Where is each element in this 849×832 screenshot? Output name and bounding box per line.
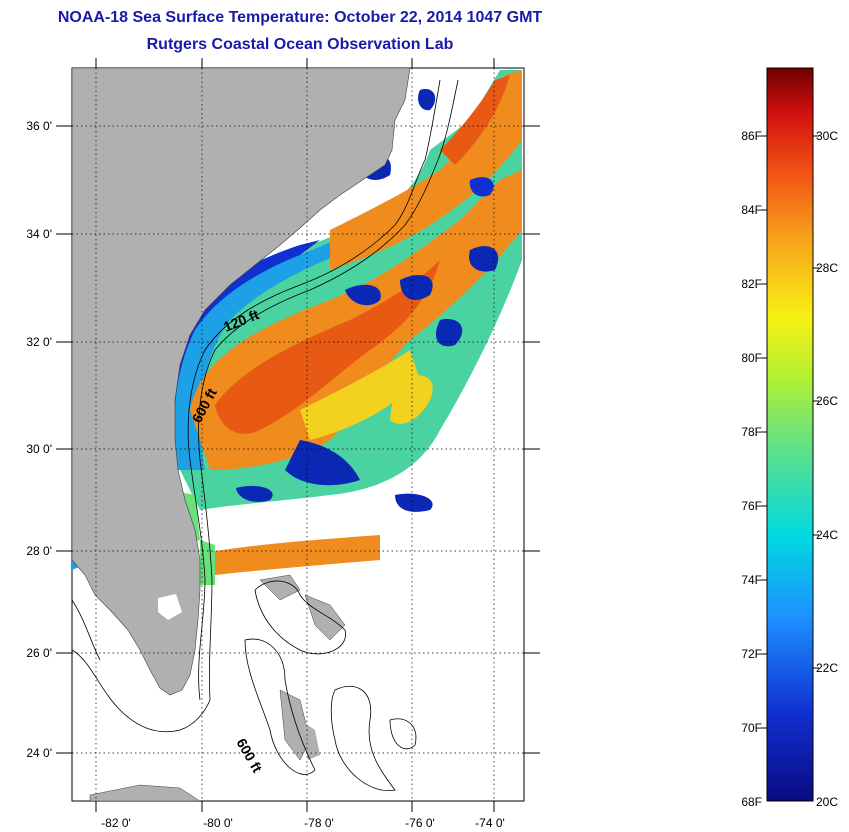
map-panel: 36 0' 34 0' 32 0' 30 0' 28 0' 26 0' 24 0… <box>26 58 540 830</box>
bathymetry-contours <box>72 79 459 792</box>
lon-label-76: -76 0' <box>405 816 435 830</box>
colorbar-c-22: 22C <box>816 661 838 675</box>
axis-ticks <box>56 58 540 812</box>
lat-label-36: 36 0' <box>26 119 52 133</box>
sst-data-layer <box>72 70 522 585</box>
grid-lines <box>72 68 524 801</box>
map-title: NOAA-18 Sea Surface Temperature: October… <box>57 9 543 26</box>
lon-label-74: -74 0' <box>475 816 505 830</box>
lat-label-32: 32 0' <box>26 335 52 349</box>
lat-label-26: 26 0' <box>26 646 52 660</box>
colorbar-ticks <box>761 135 819 729</box>
colorbar-f-84: 84F <box>741 203 762 217</box>
lon-label-78: -78 0' <box>304 816 334 830</box>
lat-label-34: 34 0' <box>26 227 52 241</box>
lon-label-82: -82 0' <box>101 816 131 830</box>
lon-label-80: -80 0' <box>203 816 233 830</box>
colorbar-c-28: 28C <box>816 261 838 275</box>
colorbar-f-86: 86F <box>741 129 762 143</box>
colorbar-c-20: 20C <box>816 795 838 809</box>
colorbar-f-78: 78F <box>741 425 762 439</box>
lat-label-28: 28 0' <box>26 544 52 558</box>
colorbar-f-74: 74F <box>741 573 762 587</box>
colorbar-f-80: 80F <box>741 351 762 365</box>
colorbar-f-76: 76F <box>741 499 762 513</box>
lat-label-24: 24 0' <box>26 746 52 760</box>
colorbar-f-82: 82F <box>741 277 762 291</box>
colorbar-c-30: 30C <box>816 129 838 143</box>
lat-label-30: 30 0' <box>26 442 52 456</box>
colorbar-c-26: 26C <box>816 394 838 408</box>
colorbar-f-70: 70F <box>741 721 762 735</box>
colorbar-f-72: 72F <box>741 647 762 661</box>
colorbar-c-24: 24C <box>816 528 838 542</box>
map-subtitle: Rutgers Coastal Ocean Observation Lab <box>146 36 454 53</box>
colorbar-f-68: 68F <box>741 795 762 809</box>
colorbar: 86F 84F 82F 80F 78F 76F 74F 72F 70F 68F … <box>741 67 838 809</box>
colorbar-gradient <box>766 67 814 802</box>
